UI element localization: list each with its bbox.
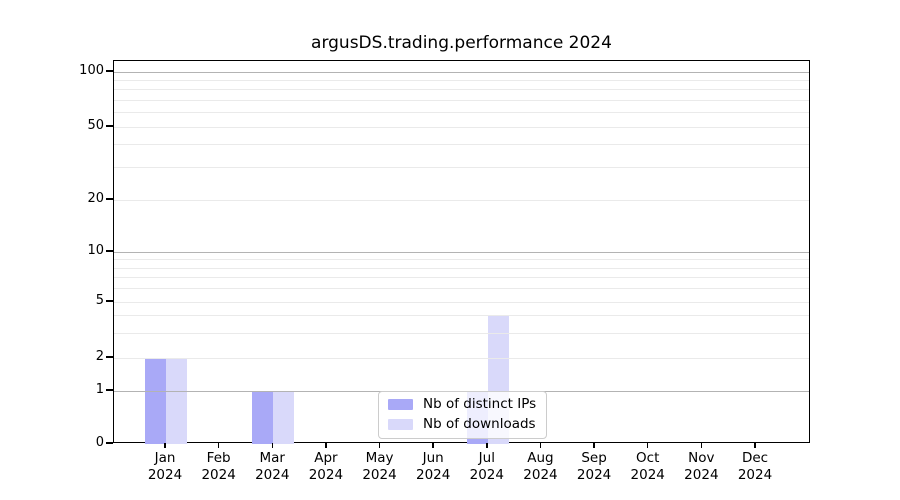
x-tick-year: 2024 xyxy=(630,467,665,483)
x-tick-month: Jun xyxy=(422,450,444,466)
x-tick-label: Nov 2024 xyxy=(661,450,741,484)
grid-minor-line xyxy=(114,79,809,81)
x-tick-label: May 2024 xyxy=(340,450,420,484)
grid-minor-line xyxy=(114,357,809,359)
x-tick-label: Sep 2024 xyxy=(554,450,634,484)
y-tick-label: 100 xyxy=(79,63,104,78)
x-tick-mark xyxy=(700,443,703,448)
x-tick-month: Feb xyxy=(206,450,231,466)
x-tick-label: Oct 2024 xyxy=(608,450,688,484)
bar-distinct-ips xyxy=(252,391,274,444)
x-tick-label: Jul 2024 xyxy=(447,450,527,484)
x-tick-year: 2024 xyxy=(684,467,719,483)
y-tick-mark xyxy=(106,389,113,391)
grid-minor-line xyxy=(114,277,809,279)
x-tick-year: 2024 xyxy=(308,467,344,483)
x-tick-mark xyxy=(217,443,220,448)
x-tick-mark xyxy=(593,443,595,448)
x-tick-label: Jun 2024 xyxy=(393,450,473,484)
x-tick-label: Aug 2024 xyxy=(500,450,580,484)
x-tick-month: Oct xyxy=(636,450,660,466)
x-tick-label: Jan 2024 xyxy=(125,450,205,484)
grid-minor-line xyxy=(114,167,809,169)
x-tick-label: Mar 2024 xyxy=(232,450,312,484)
x-tick-year: 2024 xyxy=(415,467,451,483)
grid-minor-line xyxy=(114,112,809,114)
y-tick-mark xyxy=(106,198,113,200)
x-tick-mark xyxy=(754,443,756,448)
y-tick-label: 1 xyxy=(95,382,104,397)
grid-minor-line xyxy=(114,199,809,201)
grid-major-line xyxy=(114,71,809,73)
bar-distinct-ips xyxy=(145,358,166,444)
grid-minor-line xyxy=(114,259,809,261)
x-tick-month: Jan xyxy=(154,450,176,466)
grid-minor-line xyxy=(114,144,809,146)
x-tick-month: Aug xyxy=(527,450,554,466)
x-tick-year: 2024 xyxy=(255,467,290,483)
legend: Nb of distinct IPs Nb of downloads xyxy=(378,391,548,439)
bar-downloads xyxy=(273,391,295,444)
x-tick-year: 2024 xyxy=(576,467,612,483)
y-tick-mark xyxy=(106,442,113,444)
x-tick-mark xyxy=(432,443,434,448)
legend-label: Nb of distinct IPs xyxy=(423,396,537,412)
legend-label: Nb of downloads xyxy=(423,416,536,432)
y-tick-label: 10 xyxy=(87,243,104,258)
x-tick-mark xyxy=(271,443,274,448)
y-tick-mark xyxy=(106,250,113,252)
grid-major-line xyxy=(114,251,809,253)
x-tick-label: Apr 2024 xyxy=(286,450,366,484)
grid-minor-line xyxy=(114,315,809,317)
x-tick-month: Apr xyxy=(314,450,338,466)
x-tick-mark xyxy=(325,443,327,448)
x-tick-mark xyxy=(646,443,649,448)
x-tick-mark xyxy=(486,443,488,448)
x-tick-month: Jul xyxy=(478,450,495,466)
y-tick-mark xyxy=(106,125,113,127)
x-tick-year: 2024 xyxy=(147,467,183,483)
legend-swatch-downloads-icon xyxy=(388,419,413,430)
grid-minor-line xyxy=(114,89,809,91)
x-tick-year: 2024 xyxy=(469,467,504,483)
y-tick-label: 2 xyxy=(95,349,104,364)
grid-minor-line xyxy=(114,301,809,303)
x-tick-month: Sep xyxy=(581,450,607,466)
x-tick-year: 2024 xyxy=(362,467,397,483)
x-tick-label: Feb 2024 xyxy=(179,450,259,484)
x-tick-year: 2024 xyxy=(201,467,236,483)
legend-item-downloads: Nb of downloads xyxy=(388,417,536,432)
y-tick-mark xyxy=(106,300,113,302)
grid-minor-line xyxy=(114,288,809,290)
y-tick-label: 0 xyxy=(95,435,104,450)
x-tick-month: Dec xyxy=(741,450,769,466)
x-tick-label: Dec 2024 xyxy=(715,450,795,484)
grid-minor-line xyxy=(114,332,809,334)
y-tick-label: 50 xyxy=(87,118,104,133)
grid-minor-line xyxy=(114,126,809,128)
grid-minor-line xyxy=(114,267,809,269)
y-tick-label: 5 xyxy=(95,293,104,308)
legend-swatch-distinct-ips-icon xyxy=(388,399,413,410)
grid-minor-line xyxy=(114,99,809,101)
x-tick-month: Nov xyxy=(688,450,715,466)
legend-item-distinct-ips: Nb of distinct IPs xyxy=(388,397,536,412)
x-tick-year: 2024 xyxy=(737,467,773,483)
y-tick-mark xyxy=(106,356,113,358)
x-tick-mark xyxy=(164,443,166,448)
x-tick-month: May xyxy=(365,450,394,466)
y-tick-label: 20 xyxy=(87,191,104,206)
x-tick-year: 2024 xyxy=(523,467,558,483)
x-tick-mark xyxy=(539,443,542,448)
bar-downloads xyxy=(166,358,187,444)
y-tick-mark xyxy=(106,70,113,72)
x-tick-mark xyxy=(378,443,381,448)
x-tick-month: Mar xyxy=(259,450,285,466)
chart-title: argusDS.trading.performance 2024 xyxy=(311,33,612,53)
plot-area xyxy=(113,60,810,444)
